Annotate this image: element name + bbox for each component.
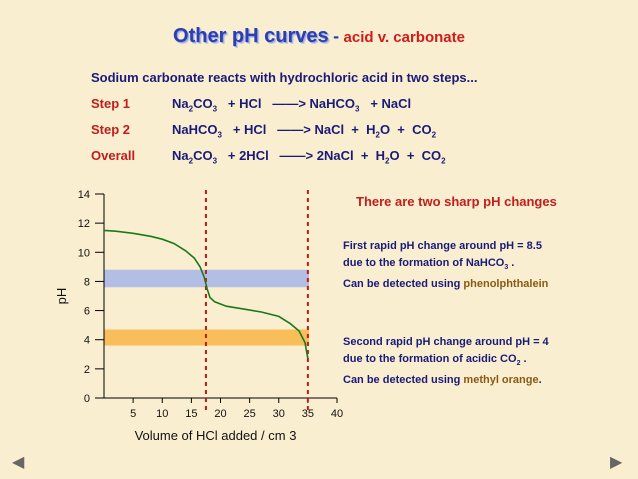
indicator-methyl-orange: methyl orange — [463, 374, 539, 387]
second-change-line1: Second rapid pH change around pH = 4 — [343, 336, 549, 348]
x-tick-label-30: 30 — [273, 408, 285, 420]
step2-arrow: ——> — [277, 122, 311, 137]
overall-equation: Na2CO3 + 2HCl ——> 2NaCl + H2O + CO2 — [172, 148, 446, 166]
x-tick-label-25: 25 — [244, 408, 256, 420]
second-change-note: Second rapid pH change around pH = 4 due… — [343, 334, 549, 389]
y-axis-label: pH — [54, 288, 69, 305]
notes-heading: There are two sharp pH changes — [356, 194, 557, 209]
second-change-detect: Can be detected using methyl orange. — [343, 374, 542, 387]
next-slide-arrow-icon[interactable]: ▶ — [610, 454, 623, 471]
step2-equation: NaHCO3 + HCl ——> NaCl + H2O + CO2 — [172, 122, 436, 140]
x-tick-label-5: 5 — [130, 408, 136, 420]
overall-label: Overall — [91, 148, 136, 163]
step2-label: Step 2 — [91, 122, 131, 137]
first-change-detect: Can be detected using phenolphthalein — [343, 278, 549, 291]
step1-arrow: ——> — [272, 96, 306, 111]
page-title: Other pH curves - acid v. carbonate — [0, 25, 638, 48]
indicator-phenolphthalein: phenolphthalein — [463, 278, 549, 291]
first-change-line1: First rapid pH change around pH = 8.5 — [343, 240, 542, 252]
step1-reactant-rest: + HCl — [227, 96, 262, 111]
title-subtitle: acid v. carbonate — [343, 29, 465, 46]
step1-product: NaHCO3 — [309, 96, 360, 114]
step2-product: NaCl + H2O + CO2 — [314, 122, 437, 140]
y-tick-label-0: 0 — [84, 393, 90, 405]
y-tick-label-14: 14 — [78, 189, 90, 201]
title-separator: - — [333, 26, 340, 46]
y-tick-label-2: 2 — [84, 364, 90, 376]
y-tick-label-4: 4 — [84, 335, 90, 347]
y-tick-label-12: 12 — [78, 218, 90, 230]
x-axis-label: Volume of HCl added / cm 3 — [135, 428, 297, 443]
y-tick-label-8: 8 — [84, 276, 90, 288]
step1-equation: Na2CO3 + HCl ——> NaHCO3 + NaCl — [172, 96, 411, 114]
step1-product-rest: + NaCl — [370, 96, 412, 111]
step1-label: Step 1 — [91, 96, 131, 111]
step1-reactant: Na2CO3 — [172, 96, 218, 114]
first-change-line2: due to the formation of NaHCO3 . — [343, 257, 515, 272]
second-change-line2: due to the formation of acidic CO2 . — [343, 353, 527, 368]
y-tick-label-6: 6 — [84, 306, 90, 318]
overall-arrow: ——> — [279, 148, 314, 163]
ph-curve-line-1 — [103, 229, 309, 359]
intro-text: Sodium carbonate reacts with hydrochlori… — [91, 70, 478, 85]
overall-reactant: Na2CO3 — [172, 148, 218, 166]
x-tick-label-40: 40 — [331, 408, 343, 420]
x-tick-label-35: 35 — [302, 408, 314, 420]
x-tick-label-10: 10 — [156, 408, 168, 420]
x-tick-label-20: 20 — [214, 408, 226, 420]
y-tick-label-10: 10 — [78, 247, 90, 259]
x-tick-label-15: 15 — [185, 408, 197, 420]
step2-reactant-rest: + HCl — [232, 122, 267, 137]
overall-reactant-rest: + 2HCl — [227, 148, 269, 163]
title-main: Other pH curves — [173, 25, 329, 47]
first-change-note: First rapid pH change around pH = 8.5 du… — [343, 238, 548, 293]
prev-slide-arrow-icon[interactable]: ◀ — [12, 454, 25, 471]
step2-reactant: NaHCO3 — [172, 122, 222, 140]
overall-product: 2NaCl + H2O + CO2 — [316, 148, 446, 166]
